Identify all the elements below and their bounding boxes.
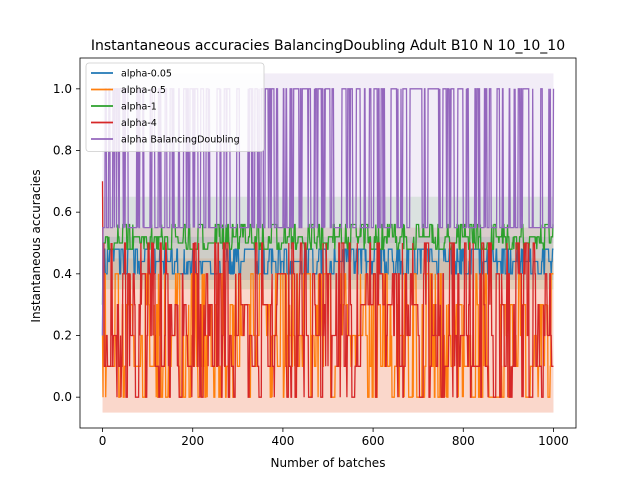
y-tick-label: 0.0 (53, 390, 72, 404)
x-tick-label: 200 (181, 434, 204, 448)
series-line-alpha-4 (101, 181, 554, 398)
legend-label: alpha-0.05 (121, 69, 172, 80)
plot-frame (79, 57, 577, 429)
x-tick-label: 1000 (538, 434, 569, 448)
x-tick-label: 400 (271, 434, 294, 448)
y-tick-label: 0.8 (53, 144, 72, 158)
y-axis-label: Instantaneous accuracies (29, 169, 43, 322)
legend-box (85, 62, 265, 152)
y-tick-label: 0.2 (53, 329, 72, 343)
legend-label: alpha-4 (121, 118, 157, 129)
y-tick-label: 1.0 (53, 82, 72, 96)
chart-title: Instantaneous accuracies BalancingDoubli… (91, 38, 565, 54)
x-axis-label: Number of batches (271, 456, 386, 470)
y-tick-label: 0.4 (53, 267, 72, 281)
series-line-alpha-1 (101, 223, 554, 305)
x-tick-label: 800 (452, 434, 475, 448)
legend-label: alpha BalancingDoubling (121, 135, 240, 146)
x-tick-label: 600 (362, 434, 385, 448)
y-tick-label: 0.6 (53, 205, 72, 219)
legend-label: alpha-1 (121, 102, 157, 113)
x-tick-label: 0 (99, 434, 107, 448)
legend-label: alpha-0.5 (121, 85, 166, 96)
series-line-alpha-balancingdoubling (101, 88, 555, 336)
